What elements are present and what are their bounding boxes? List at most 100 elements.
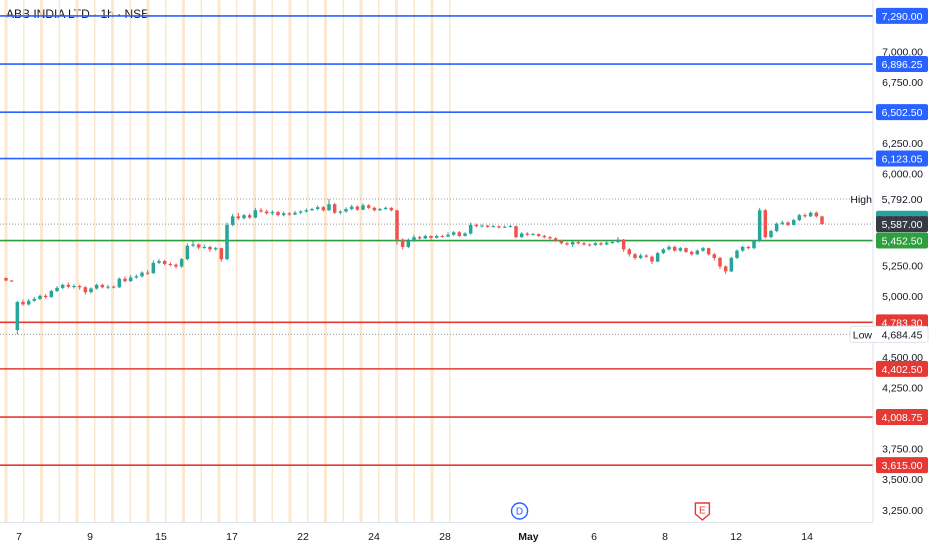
price-tick-label: 4,250.00: [882, 383, 923, 395]
candle-body: [72, 286, 76, 288]
candle-body: [497, 226, 501, 228]
candle-body: [321, 207, 326, 211]
candle-body: [565, 243, 569, 245]
candle-body: [468, 224, 473, 234]
candle-body: [740, 246, 745, 251]
candle-body: [752, 240, 756, 249]
candle-body: [349, 206, 354, 210]
vertical-gridlines: [4, 0, 451, 522]
price-tick-label: 3,500.00: [882, 474, 923, 486]
candle-body: [491, 226, 496, 228]
candle-body: [168, 264, 173, 266]
time-tick-label: 14: [801, 531, 813, 543]
candle-body: [519, 233, 524, 238]
candle-body: [355, 206, 360, 210]
time-tick-label: 22: [297, 531, 309, 543]
candle-body: [593, 243, 598, 246]
candle-body: [100, 284, 105, 288]
candle-body: [780, 222, 785, 224]
candle-body: [145, 272, 150, 274]
candle-body: [287, 213, 292, 215]
candle-body: [38, 295, 42, 299]
candle-body: [140, 272, 144, 277]
candle-body: [83, 287, 88, 293]
price-tick-label: 3,750.00: [882, 444, 923, 456]
time-tick-label: 12: [730, 531, 742, 543]
candle-body: [553, 238, 558, 241]
candle-body: [157, 261, 161, 263]
candle-body: [769, 231, 773, 238]
candle-body: [60, 284, 65, 288]
candle-body: [667, 246, 671, 250]
candle-body: [219, 248, 224, 260]
candle-body: [542, 235, 547, 238]
candle-body: [264, 211, 269, 214]
candle-body: [389, 207, 394, 211]
candle-body: [808, 212, 813, 217]
candle-body: [412, 237, 416, 241]
level-label-text: 4,008.75: [882, 412, 923, 424]
candle-body: [508, 226, 513, 228]
price-tick-label: 6,250.00: [882, 138, 923, 150]
candle-body: [310, 209, 314, 211]
candle-body: [480, 225, 484, 227]
candlestick-series: [4, 199, 824, 335]
candle-body: [315, 207, 320, 210]
candle-body: [791, 220, 796, 225]
candle-body: [123, 278, 127, 282]
candle-body: [429, 235, 433, 238]
dividend-marker-label: D: [516, 507, 523, 518]
candle-body: [774, 223, 779, 232]
candle-body: [451, 232, 456, 235]
candle-body: [463, 233, 467, 236]
time-tick-label: 28: [439, 531, 451, 543]
candle-body: [514, 226, 518, 238]
level-label-text: 6,896.25: [882, 59, 923, 71]
candle-body: [587, 244, 592, 246]
level-label-box: [876, 150, 928, 167]
candle-body: [213, 248, 218, 250]
candle-body: [689, 251, 694, 255]
candle-body: [9, 280, 14, 282]
candle-body: [559, 240, 564, 244]
candle-body: [757, 210, 762, 241]
candle-body: [134, 276, 139, 278]
candle-body: [820, 216, 824, 225]
candle-body: [627, 249, 632, 255]
price-axis-labels: 7,290.00 6,896.25 6,502.50 6,123.05 5,452.50…: [849, 7, 929, 474]
candle-body: [638, 255, 643, 258]
candle-body: [236, 216, 241, 219]
candle-body: [55, 287, 59, 291]
candle-body: [162, 261, 167, 265]
candle-body: [406, 240, 411, 247]
low-value: 4,684.45: [882, 329, 923, 341]
candle-body: [225, 224, 229, 260]
price-tick-label: 3,250.00: [882, 505, 923, 517]
price-tick-label: 5,000.00: [882, 291, 923, 303]
candle-body: [117, 278, 122, 288]
candle-body: [712, 254, 717, 258]
level-label-text: 7,290.00: [882, 11, 923, 23]
candle-body: [49, 290, 54, 298]
dividend-marker-icon: [510, 502, 529, 520]
candle-body: [616, 239, 620, 243]
candle-body: [372, 207, 377, 211]
candle-body: [570, 242, 575, 245]
candle-body: [644, 255, 649, 257]
level-label-text: 6,502.50: [882, 107, 923, 119]
candle-body: [582, 243, 586, 245]
candle-body: [797, 215, 802, 221]
candle-body: [814, 212, 819, 217]
candle-body: [344, 209, 348, 212]
candle-body: [485, 225, 490, 227]
candle-body: [395, 210, 399, 240]
candle-body: [4, 277, 8, 281]
candle-body: [276, 212, 280, 216]
candle-body: [32, 298, 37, 301]
high-label: High: [850, 194, 872, 206]
candle-body: [361, 205, 365, 210]
candle-body: [179, 259, 184, 267]
candle-body: [304, 210, 309, 212]
